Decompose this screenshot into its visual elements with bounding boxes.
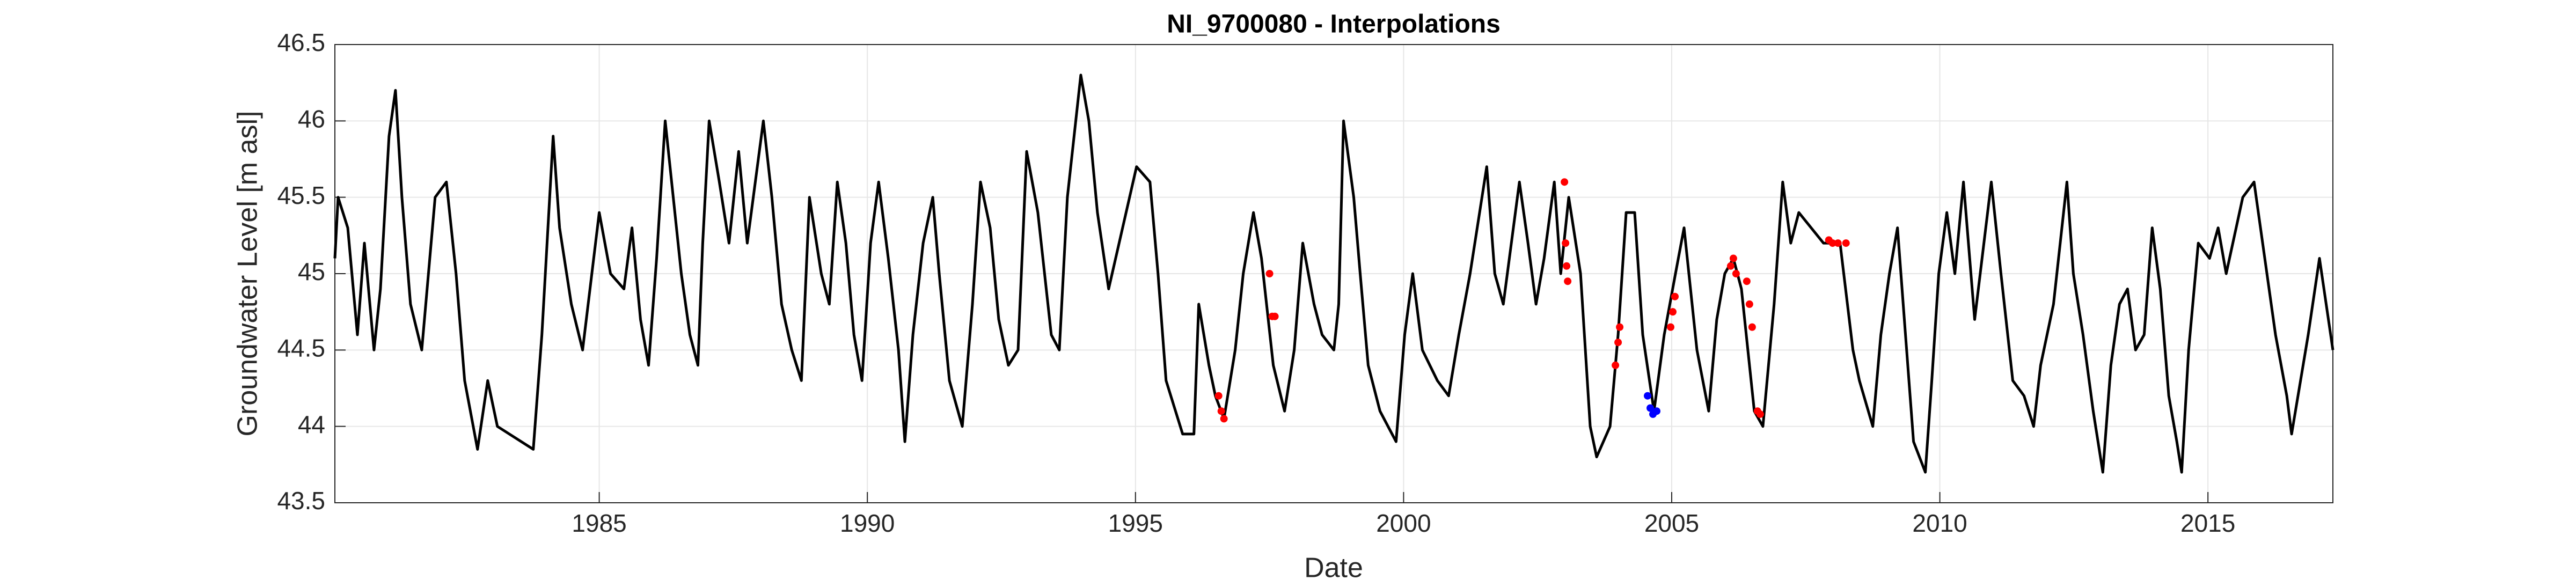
x-tick-label: 1985: [572, 509, 626, 537]
point: [1564, 277, 1572, 285]
chart-title: NI_9700080 - Interpolations: [1167, 10, 1501, 39]
plot-frame: [334, 44, 2333, 503]
point: [1756, 410, 1764, 418]
y-tick-label: 44: [298, 410, 325, 438]
point: [1562, 239, 1570, 247]
point: [1616, 323, 1624, 331]
y-tick-label: 45: [298, 258, 325, 285]
y-tick-label: 46: [298, 105, 325, 133]
x-tick-label: 1990: [840, 509, 895, 537]
point: [1612, 361, 1620, 369]
x-tick-label: 2000: [1376, 509, 1431, 537]
point: [1644, 392, 1652, 400]
y-tick-label: 45.5: [277, 181, 325, 209]
point: [1666, 323, 1674, 331]
point: [1671, 292, 1679, 300]
point: [1217, 407, 1225, 415]
point: [1265, 270, 1274, 277]
point: [1563, 262, 1571, 270]
point: [1726, 262, 1735, 270]
x-tick-label: 2005: [1644, 509, 1699, 537]
y-tick-label: 46.5: [277, 28, 325, 56]
x-tick-label: 2010: [1912, 509, 1967, 537]
point: [1220, 415, 1228, 423]
point: [1748, 323, 1756, 331]
point: [1561, 178, 1569, 186]
x-tick-label: 1995: [1108, 509, 1163, 537]
point: [1729, 254, 1737, 262]
x-tick-label: 2015: [2180, 509, 2235, 537]
point: [1743, 277, 1751, 285]
y-tick-label: 43.5: [277, 487, 325, 515]
x-axis-label: Date: [1304, 553, 1363, 584]
point: [1271, 312, 1279, 320]
line: [333, 74, 2334, 474]
point: [1828, 239, 1836, 247]
point: [1214, 392, 1223, 400]
y-tick-label: 44.5: [277, 334, 325, 362]
point: [1842, 239, 1850, 247]
point: [1745, 300, 1753, 308]
point: [1646, 404, 1655, 412]
point: [1614, 339, 1622, 347]
y-axis-label: Groundwater Level [m asl]: [232, 111, 264, 437]
point: [1668, 308, 1677, 316]
point: [1732, 270, 1740, 277]
point: [1653, 407, 1661, 415]
point: [1834, 239, 1842, 247]
